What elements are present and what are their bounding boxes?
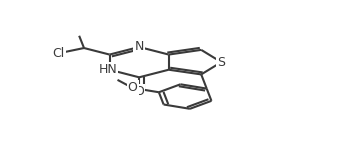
- Text: HN: HN: [99, 63, 117, 76]
- Text: Cl: Cl: [52, 47, 65, 60]
- Text: N: N: [134, 40, 144, 53]
- Text: O: O: [134, 85, 144, 98]
- Text: S: S: [217, 56, 225, 69]
- Text: O: O: [128, 81, 138, 95]
